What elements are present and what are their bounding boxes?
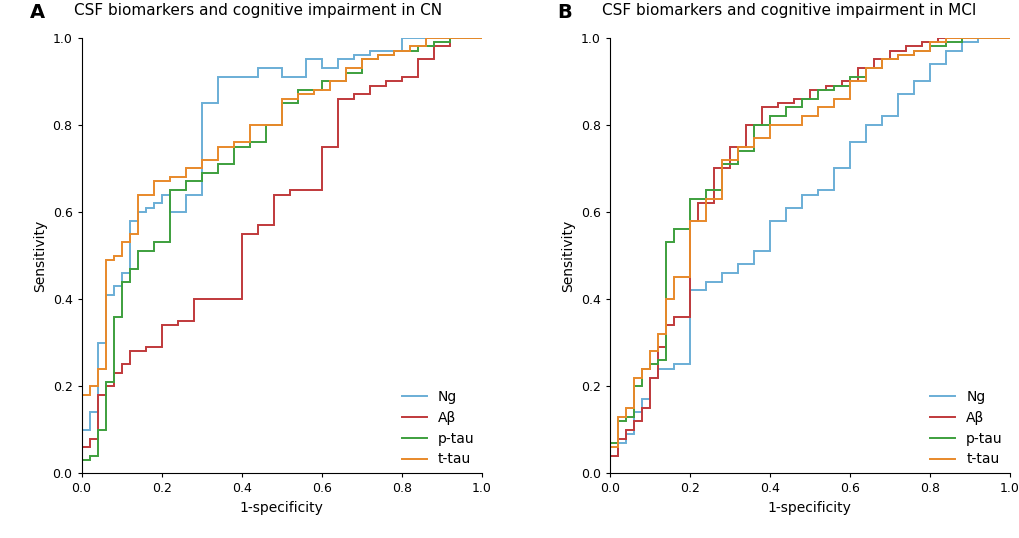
Text: CSF biomarkers and cognitive impairment in MCI: CSF biomarkers and cognitive impairment … [601, 3, 975, 18]
Legend: Ng, Aβ, p-tau, t-tau: Ng, Aβ, p-tau, t-tau [929, 390, 1002, 466]
Text: A: A [30, 3, 45, 22]
X-axis label: 1-specificity: 1-specificity [239, 501, 323, 515]
Text: CSF biomarkers and cognitive impairment in CN: CSF biomarkers and cognitive impairment … [73, 3, 441, 18]
Y-axis label: Sensitivity: Sensitivity [560, 220, 575, 292]
Legend: Ng, Aβ, p-tau, t-tau: Ng, Aβ, p-tau, t-tau [401, 390, 474, 466]
Y-axis label: Sensitivity: Sensitivity [33, 220, 47, 292]
X-axis label: 1-specificity: 1-specificity [767, 501, 851, 515]
Text: B: B [557, 3, 572, 22]
